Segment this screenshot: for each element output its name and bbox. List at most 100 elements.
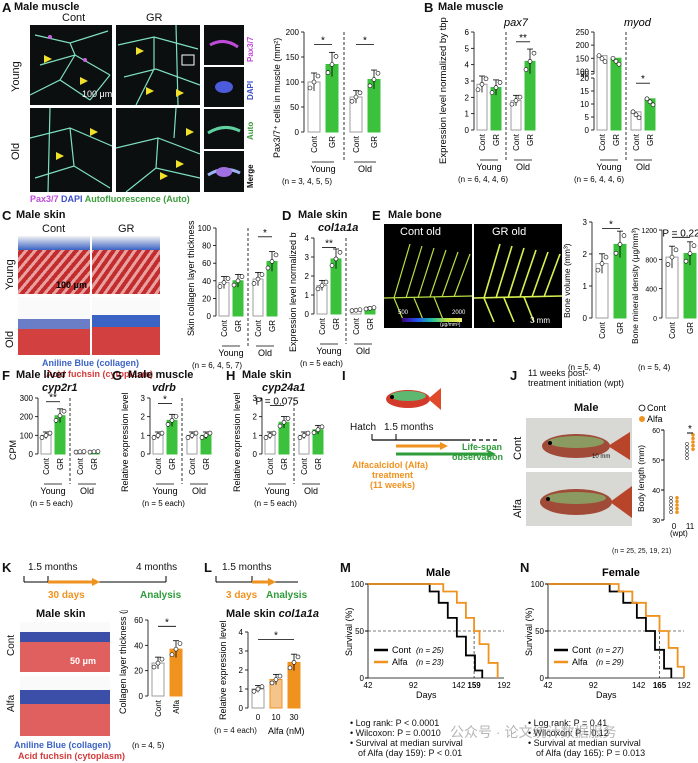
data-point <box>255 276 261 282</box>
panel-e-scale: 3 mm <box>530 316 550 325</box>
panel-m-note-4: of Alfa (day 159): P < 0.01 <box>358 748 463 758</box>
n-label: (n = 3, 4, 5, 5) <box>282 177 332 186</box>
panel-m-note-1: • Log rank: P < 0.0001 <box>350 718 440 728</box>
bone-image-gr <box>474 224 562 328</box>
bar <box>596 55 608 131</box>
y-tick-label: 3 <box>141 394 146 403</box>
muscle-image-young-gr <box>116 25 200 105</box>
data-point <box>333 54 339 59</box>
data-point <box>531 50 537 56</box>
x-tick-label: GR <box>202 458 211 470</box>
data-point <box>353 307 359 313</box>
x-tick-label: GR <box>646 134 655 146</box>
panel-m-ylabel: Survival (%) <box>344 607 354 656</box>
legend-auto: Autofluorescence (Auto) <box>84 194 190 204</box>
panel-l-n: (n = 4 each) <box>214 726 257 735</box>
panel-j-ylabel: Body length (mm) <box>636 445 646 512</box>
sig-label: * <box>274 631 278 642</box>
y-tick-label: 20 <box>134 667 143 676</box>
y-tick-label: 400 <box>645 287 657 294</box>
panel-a-scale: 100 μm <box>82 89 113 99</box>
panel-m-note-3: • Survival at median survival <box>350 738 463 748</box>
data-point <box>509 101 515 107</box>
data-point <box>203 433 209 438</box>
data-point <box>673 247 679 253</box>
channel-dapi <box>204 67 244 107</box>
sig-label: * <box>263 228 267 239</box>
group-label: Young <box>218 348 243 358</box>
panel-j-n: (n = 25, 25, 19, 21) <box>612 548 672 555</box>
legend-label: Cont <box>572 645 592 655</box>
data-point <box>39 435 45 440</box>
x-tick-label: 42 <box>544 681 553 690</box>
data-point <box>151 664 157 670</box>
data-point <box>636 115 642 121</box>
legend-dapi: DAPI <box>61 194 83 204</box>
y-tick-label: 6 <box>465 28 470 37</box>
data-point <box>199 435 205 440</box>
y-tick-label: 4 <box>465 61 470 70</box>
y-tick-label: 100 <box>286 78 300 87</box>
data-point <box>73 449 79 455</box>
y-tick-label: 1 <box>141 431 146 440</box>
data-point <box>297 435 303 440</box>
data-point <box>251 688 257 694</box>
panel-e-ylabel1: Bone volume (mm³) <box>562 243 572 318</box>
panel-n-title: Female <box>602 567 640 579</box>
y-tick-label: 2 <box>253 413 258 422</box>
skin-image-k-cont <box>20 622 110 672</box>
n-label: (n = 5 each) <box>30 499 73 508</box>
panel-l-ylabel: Relative expression level <box>218 620 228 720</box>
x-tick-label: Cont <box>42 457 51 475</box>
panel-c-row-young: Young <box>4 259 16 290</box>
data-point <box>596 53 602 58</box>
data-point <box>617 242 623 247</box>
colorbar <box>402 318 462 322</box>
survival-curve <box>548 583 673 678</box>
data-point <box>165 422 171 427</box>
panel-l-t1: 1.5 months <box>222 562 272 573</box>
y-tick-label: 300 <box>20 394 34 403</box>
x-tick-label: 192 <box>677 681 691 690</box>
x-tick-label: GR <box>366 318 375 330</box>
panel-d-ylabel: Expression level normalized by tbp <box>288 232 298 352</box>
panel-m-notes: • Log rank: P < 0.0001 • Wilcoxon: P = 0… <box>350 718 463 758</box>
x-tick-label: Alfa <box>172 699 181 713</box>
y-tick-label: 100 <box>351 580 365 589</box>
y-tick-label: 250 <box>576 28 590 37</box>
x-tick-label: Cont <box>668 321 677 339</box>
data-point <box>193 430 199 436</box>
data-point <box>489 90 495 95</box>
data-point <box>337 249 343 255</box>
data-point <box>691 243 697 249</box>
panel-g-title: Male muscle <box>128 369 194 381</box>
y-tick-label: 0 <box>239 704 244 713</box>
data-point <box>43 433 49 438</box>
data-point <box>269 259 275 264</box>
data-point <box>349 308 355 313</box>
x-tick-label: Cont <box>352 317 361 335</box>
data-point <box>155 660 161 666</box>
fish-photo-alfa <box>526 472 632 526</box>
x-tick-label: GR <box>328 136 337 148</box>
panel-a-legend: Pax3/7 DAPI Autofluorescence (Auto) <box>30 194 190 204</box>
y-tick-label: 3 <box>465 77 470 86</box>
panel-b-letter: B <box>424 0 434 15</box>
data-point <box>307 85 313 91</box>
data-point <box>613 250 619 256</box>
data-point <box>665 262 671 267</box>
y-tick-label: 60 <box>134 616 143 625</box>
group-label: Old <box>304 486 318 496</box>
legend-pax: Pax3/7 <box>30 194 59 204</box>
group-label: Old <box>192 486 206 496</box>
data-point <box>91 449 97 455</box>
y-tick-label: 30 <box>652 518 660 525</box>
data-point <box>225 276 231 281</box>
panel-i-hatch: Hatch <box>350 422 377 433</box>
legend-label: Alfa <box>392 657 408 667</box>
panel-k-timeline <box>23 576 167 586</box>
panel-k-letter: K <box>2 560 12 575</box>
data-point <box>691 436 695 441</box>
panel-a-ylabel: Pax3/7⁺ cells in muscle (mm²) <box>272 38 282 158</box>
